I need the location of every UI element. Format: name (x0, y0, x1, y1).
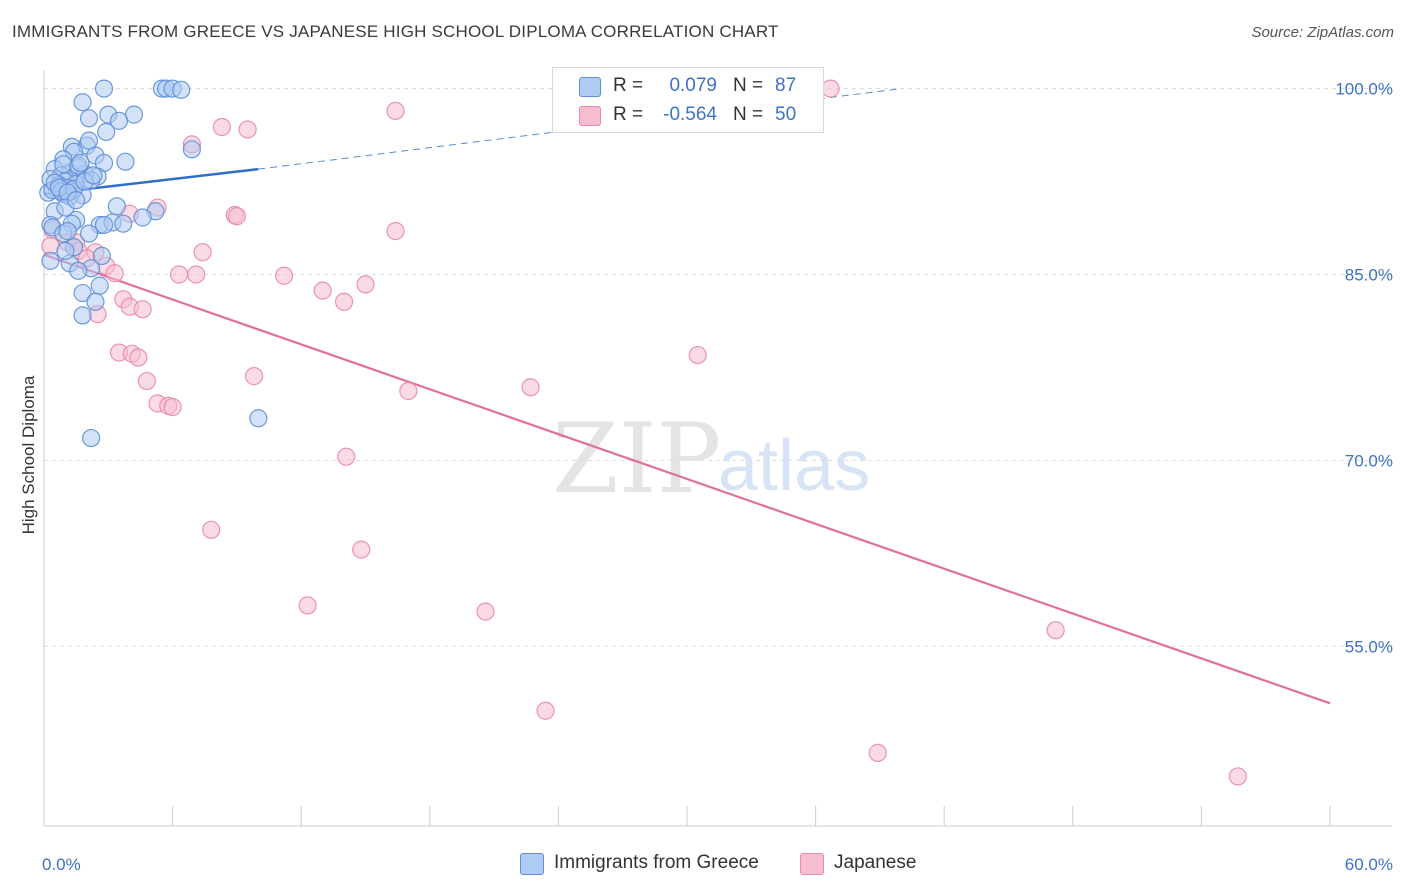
point-greece (73, 306, 92, 325)
point-greece (97, 122, 116, 142)
point-greece (54, 155, 73, 174)
watermark-zip: ZIP (552, 403, 721, 515)
point-japanese (193, 243, 212, 262)
series-label-japanese: Japanese (834, 852, 917, 873)
point-greece (109, 111, 129, 130)
legend-swatch-greece (579, 77, 601, 97)
legend-row-greece: R = 0.079 N = 87 (553, 71, 823, 101)
y-tick-label: 85.0% (1345, 265, 1393, 284)
point-japanese (352, 540, 371, 559)
watermark: ZIP atlas (552, 403, 870, 515)
point-greece (73, 283, 92, 303)
point-greece (94, 215, 114, 235)
tick-labels: 100.0% 85.0% 70.0% 55.0% 0.0% 60.0% (42, 80, 1393, 874)
point-japanese (476, 602, 495, 621)
point-japanese (521, 378, 540, 397)
point-greece (79, 131, 99, 150)
legend-n-value: 50 (775, 104, 797, 125)
trend-lines (43, 88, 1331, 705)
point-japanese (386, 101, 405, 120)
point-greece (107, 197, 126, 216)
point-greece (172, 80, 191, 99)
point-greece (249, 409, 268, 428)
point-japanese (212, 117, 231, 137)
chart-title: IMMIGRANTS FROM GREECE VS JAPANESE HIGH … (12, 22, 779, 41)
point-japanese (868, 743, 887, 762)
point-japanese (313, 281, 332, 300)
point-japanese (133, 300, 152, 319)
legend-n-value: 87 (775, 75, 797, 96)
point-greece (79, 224, 99, 243)
legend-r-value: 0.079 (669, 75, 717, 96)
point-greece (82, 428, 101, 448)
point-japanese (298, 596, 317, 615)
data-points (39, 79, 1247, 786)
point-japanese (202, 520, 221, 539)
point-greece (67, 191, 86, 210)
point-greece (92, 246, 111, 266)
point-greece (79, 109, 99, 128)
series-swatch-greece (520, 853, 544, 875)
trend-line-japanese (43, 253, 1331, 705)
point-greece (69, 261, 88, 280)
legend-r-label: R = (613, 75, 644, 96)
legend-n-label: N = (733, 104, 764, 125)
point-greece (58, 222, 77, 241)
legend-swatch-japanese (579, 106, 601, 126)
grid-lines (44, 88, 1392, 647)
series-swatch-japanese (800, 853, 824, 875)
point-greece (86, 292, 105, 311)
point-japanese (227, 207, 246, 226)
point-japanese (137, 371, 156, 391)
point-greece (116, 152, 135, 171)
legend-r-value: -0.564 (663, 104, 717, 125)
point-japanese (129, 348, 148, 367)
watermark-atlas: atlas (718, 426, 870, 506)
point-japanese (386, 222, 405, 241)
point-greece (133, 208, 152, 227)
legend-row-japanese: R = -0.564 N = 50 (553, 100, 823, 130)
point-japanese (536, 701, 555, 720)
legend-n-label: N = (733, 75, 764, 96)
point-japanese (274, 266, 294, 285)
y-axis-title: High School Diploma (19, 375, 38, 534)
point-greece (182, 140, 201, 159)
point-japanese (1046, 621, 1065, 640)
point-japanese (169, 265, 189, 284)
point-japanese (163, 398, 182, 417)
point-japanese (1228, 767, 1247, 786)
y-tick-label: 55.0% (1345, 637, 1393, 656)
point-greece (56, 241, 75, 261)
point-japanese (399, 381, 418, 401)
point-greece (84, 166, 103, 185)
x-tick-label-start: 0.0% (42, 855, 81, 874)
point-japanese (356, 275, 375, 294)
point-japanese (244, 367, 264, 386)
point-japanese (334, 292, 354, 311)
point-japanese (238, 120, 257, 139)
correlation-legend: R = 0.079 N = 87 R = -0.564 N = 50 (552, 67, 824, 133)
point-greece (73, 93, 92, 112)
series-label-greece: Immigrants from Greece (554, 852, 759, 873)
point-greece (71, 153, 90, 173)
point-japanese (187, 265, 206, 284)
point-greece (94, 79, 114, 98)
point-japanese (688, 345, 707, 365)
point-greece (114, 214, 133, 233)
legend-r-label: R = (613, 104, 644, 125)
point-japanese (337, 447, 356, 466)
point-japanese (821, 79, 840, 98)
point-japanese (105, 264, 124, 283)
x-tick-label-end: 60.0% (1345, 855, 1393, 874)
point-greece (41, 251, 60, 270)
point-greece (90, 276, 109, 295)
source-label: Source: ZipAtlas.com (1251, 24, 1394, 41)
y-tick-label: 70.0% (1345, 451, 1393, 470)
y-tick-label: 100.0% (1335, 80, 1393, 99)
